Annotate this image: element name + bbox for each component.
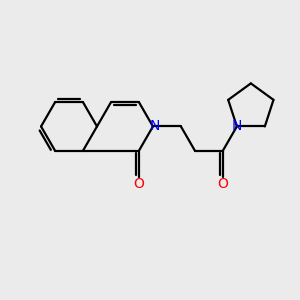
Text: N: N	[149, 119, 160, 134]
Text: N: N	[232, 119, 242, 134]
Text: O: O	[134, 177, 144, 190]
Text: O: O	[218, 177, 228, 190]
